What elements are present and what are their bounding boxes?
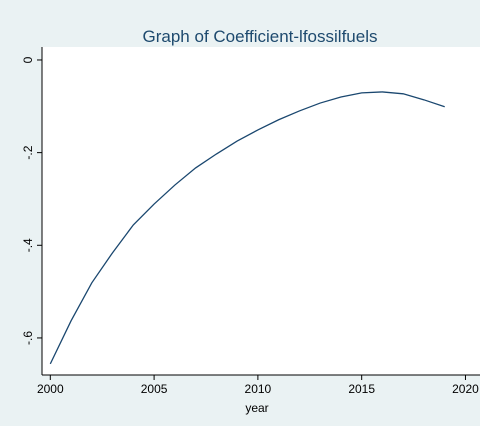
y-tick-label: -.2 [21, 145, 35, 159]
x-tick-label: 2015 [348, 382, 375, 396]
x-tick-label: 2010 [245, 382, 272, 396]
x-axis-label: year [245, 401, 268, 415]
y-tick-label: -.6 [21, 331, 35, 345]
x-tick-label: 2020 [452, 382, 479, 396]
y-tick-label: -.4 [21, 238, 35, 252]
plot-area [42, 47, 480, 375]
y-tick-label: 0 [21, 56, 35, 63]
chart-title: Graph of Coefficient-lfossilfuels [143, 27, 378, 46]
x-tick-label: 2000 [37, 382, 64, 396]
line [49, 91, 445, 365]
x-tick-label: 2005 [141, 382, 168, 396]
